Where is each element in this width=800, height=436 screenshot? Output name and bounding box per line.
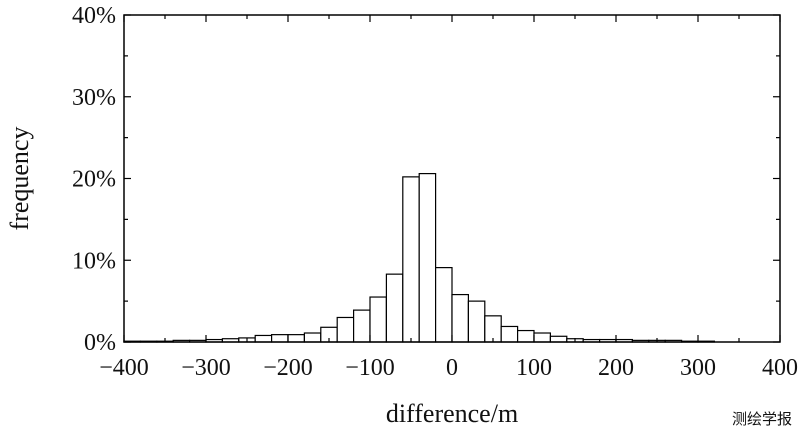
y-tick-label: 40% — [72, 3, 116, 29]
histogram-bar — [435, 267, 453, 343]
x-tick-label: 400 — [762, 355, 798, 381]
y-axis-title: frequency — [5, 127, 34, 231]
x-tick-label: −100 — [345, 355, 395, 381]
x-tick-label: −200 — [263, 355, 313, 381]
histogram-bar — [402, 176, 420, 343]
histogram-bar — [353, 309, 371, 343]
y-tick-label: 30% — [72, 85, 116, 111]
histogram-bar — [336, 316, 355, 343]
histogram-bar — [500, 325, 519, 343]
histogram-bar — [271, 334, 289, 343]
x-axis-title: difference/m — [386, 399, 518, 428]
y-axis-ticks: 0% 10% 20% 30% 40% — [72, 3, 780, 356]
x-tick-label: 300 — [680, 355, 716, 381]
x-tick-label: 100 — [516, 355, 552, 381]
journal-watermark: 测绘学报 — [732, 411, 792, 428]
bars-group — [123, 172, 715, 343]
y-tick-label: 10% — [72, 248, 116, 274]
y-tick-label: 0% — [84, 330, 116, 356]
histogram-bar — [451, 293, 469, 343]
x-tick-label: −400 — [99, 355, 149, 381]
histogram-bar — [533, 332, 551, 343]
histogram-bar — [549, 335, 568, 343]
histogram-bar — [385, 273, 404, 343]
histogram-bar — [254, 334, 273, 343]
y-tick-label: 20% — [72, 167, 116, 193]
histogram-bar — [418, 172, 437, 343]
x-axis-ticks: −400 −300 −200 −100 0 100 200 300 400 — [99, 15, 798, 381]
x-tick-label: 0 — [446, 355, 458, 381]
histogram-bar — [303, 332, 322, 343]
histogram-bar — [369, 296, 387, 343]
histogram-bar — [467, 300, 486, 343]
histogram-bar — [516, 329, 535, 343]
x-tick-label: −300 — [181, 355, 231, 381]
histogram-bar — [287, 334, 305, 343]
x-tick-label: 200 — [598, 355, 634, 381]
